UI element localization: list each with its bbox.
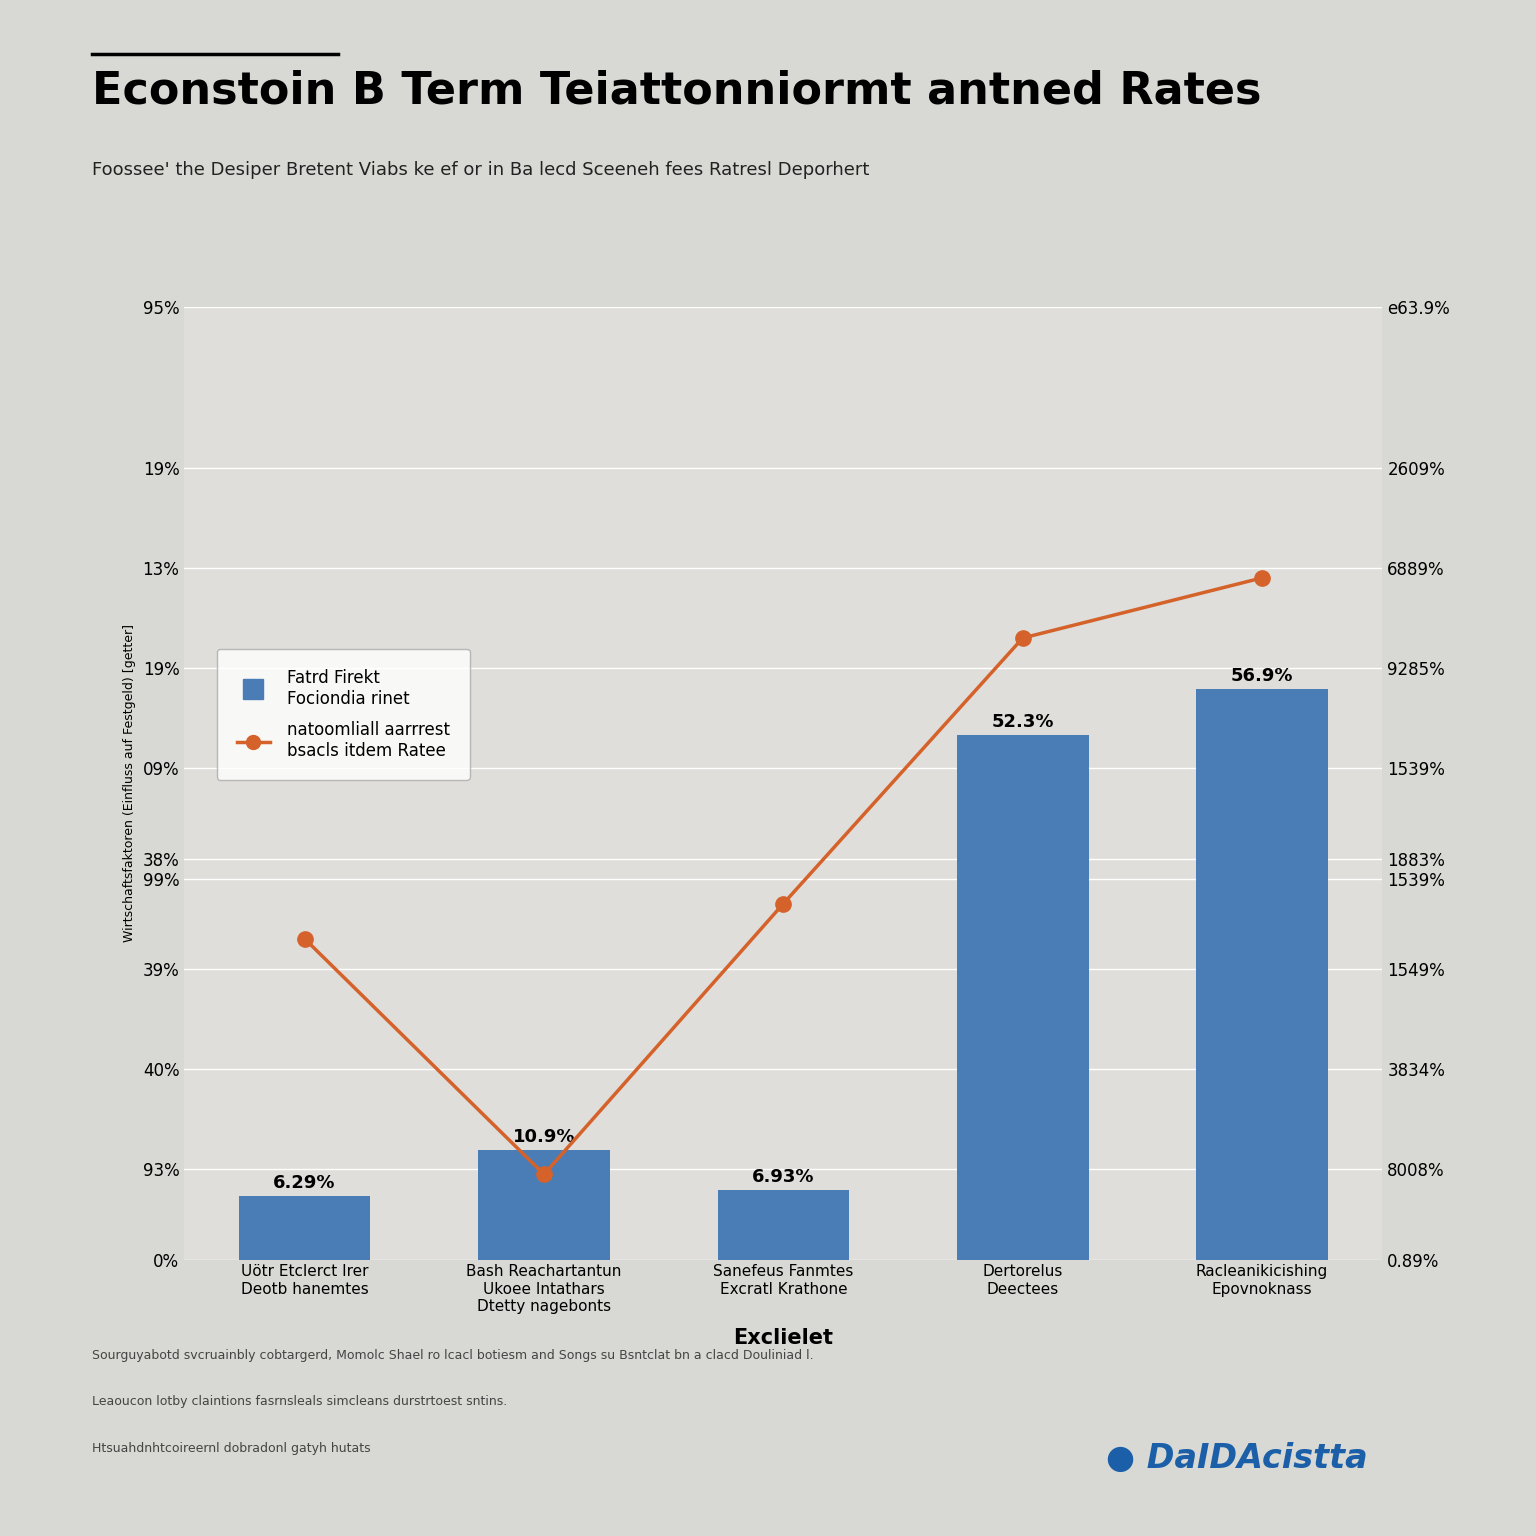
Text: Htsuahdnhtcoireernl dobradonl gatyh hutats: Htsuahdnhtcoireernl dobradonl gatyh huta… xyxy=(92,1441,370,1455)
Text: 56.9%: 56.9% xyxy=(1230,667,1293,685)
Bar xyxy=(717,1190,849,1260)
Text: 10.9%: 10.9% xyxy=(513,1129,576,1146)
X-axis label: Exclielet: Exclielet xyxy=(733,1329,834,1349)
Text: ● DaIDAcistta: ● DaIDAcistta xyxy=(1106,1442,1367,1475)
Bar xyxy=(1197,690,1329,1260)
Text: Sourguyabotd svcruainbly cobtargerd, Momolc Shael ro lcacl botiesm and Songs su : Sourguyabotd svcruainbly cobtargerd, Mom… xyxy=(92,1349,814,1362)
Text: 6.93%: 6.93% xyxy=(753,1167,814,1186)
Bar xyxy=(957,736,1089,1260)
Legend: Fatrd Firekt
Fociondia rinet, natoomliall aarrrest
bsacls itdem Ratee: Fatrd Firekt Fociondia rinet, natoomlial… xyxy=(217,648,470,780)
Bar xyxy=(238,1197,370,1260)
Bar xyxy=(478,1150,610,1260)
Y-axis label: Wirtschaftsfaktoren (Einfluss auf Festgeld) [getter]: Wirtschaftsfaktoren (Einfluss auf Festge… xyxy=(123,624,135,943)
Text: 6.29%: 6.29% xyxy=(273,1175,336,1192)
Text: Leaoucon lotby claintions fasrnsleals simcleans durstrtoest sntins.: Leaoucon lotby claintions fasrnsleals si… xyxy=(92,1395,507,1409)
Text: Econstoin B Term Teiattonniormt antned Rates: Econstoin B Term Teiattonniormt antned R… xyxy=(92,69,1261,112)
Text: Foossee' the Desiper Bretent Viabs ke ef or in Ba lecd Sceeneh fees Ratresl Depo: Foossee' the Desiper Bretent Viabs ke ef… xyxy=(92,161,869,180)
Text: 52.3%: 52.3% xyxy=(991,713,1054,731)
